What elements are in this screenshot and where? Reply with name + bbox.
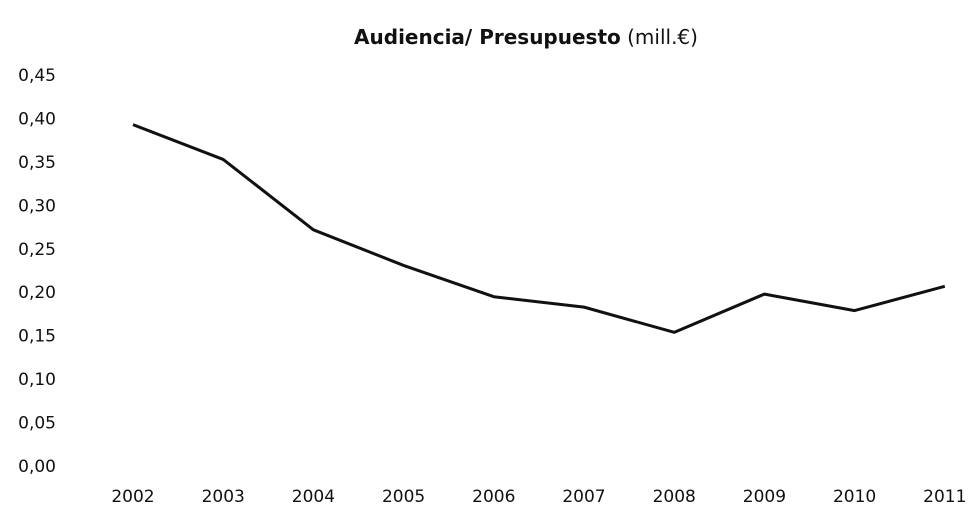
x-tick-label: 2009	[743, 487, 786, 507]
chart-title: Audiencia/ Presupuesto (mill.€)	[354, 25, 698, 49]
x-tick-label: 2008	[653, 487, 696, 507]
y-tick-label: 0,00	[18, 457, 56, 477]
y-tick-label: 0,25	[18, 240, 56, 260]
y-tick-label: 0,05	[18, 414, 56, 434]
y-tick-label: 0,40	[18, 109, 56, 129]
x-tick-label: 2005	[382, 487, 425, 507]
x-tick-label: 2006	[472, 487, 515, 507]
y-tick-label: 0,20	[18, 283, 56, 303]
x-tick-label: 2011	[923, 487, 966, 507]
y-tick-label: 0,35	[18, 153, 56, 173]
y-tick-label: 0,30	[18, 196, 56, 216]
x-tick-label: 2007	[562, 487, 605, 507]
y-tick-label: 0,15	[18, 327, 56, 347]
x-tick-label: 2004	[292, 487, 335, 507]
y-tick-label: 0,10	[18, 370, 56, 390]
x-tick-label: 2010	[833, 487, 876, 507]
data-line	[132, 123, 946, 334]
title-unit: (mill.€)	[627, 25, 698, 49]
y-tick-label: 0,45	[18, 66, 56, 86]
x-tick-label: 2002	[111, 487, 154, 507]
title-main: Audiencia/ Presupuesto	[354, 25, 621, 49]
x-tick-label: 2003	[202, 487, 245, 507]
